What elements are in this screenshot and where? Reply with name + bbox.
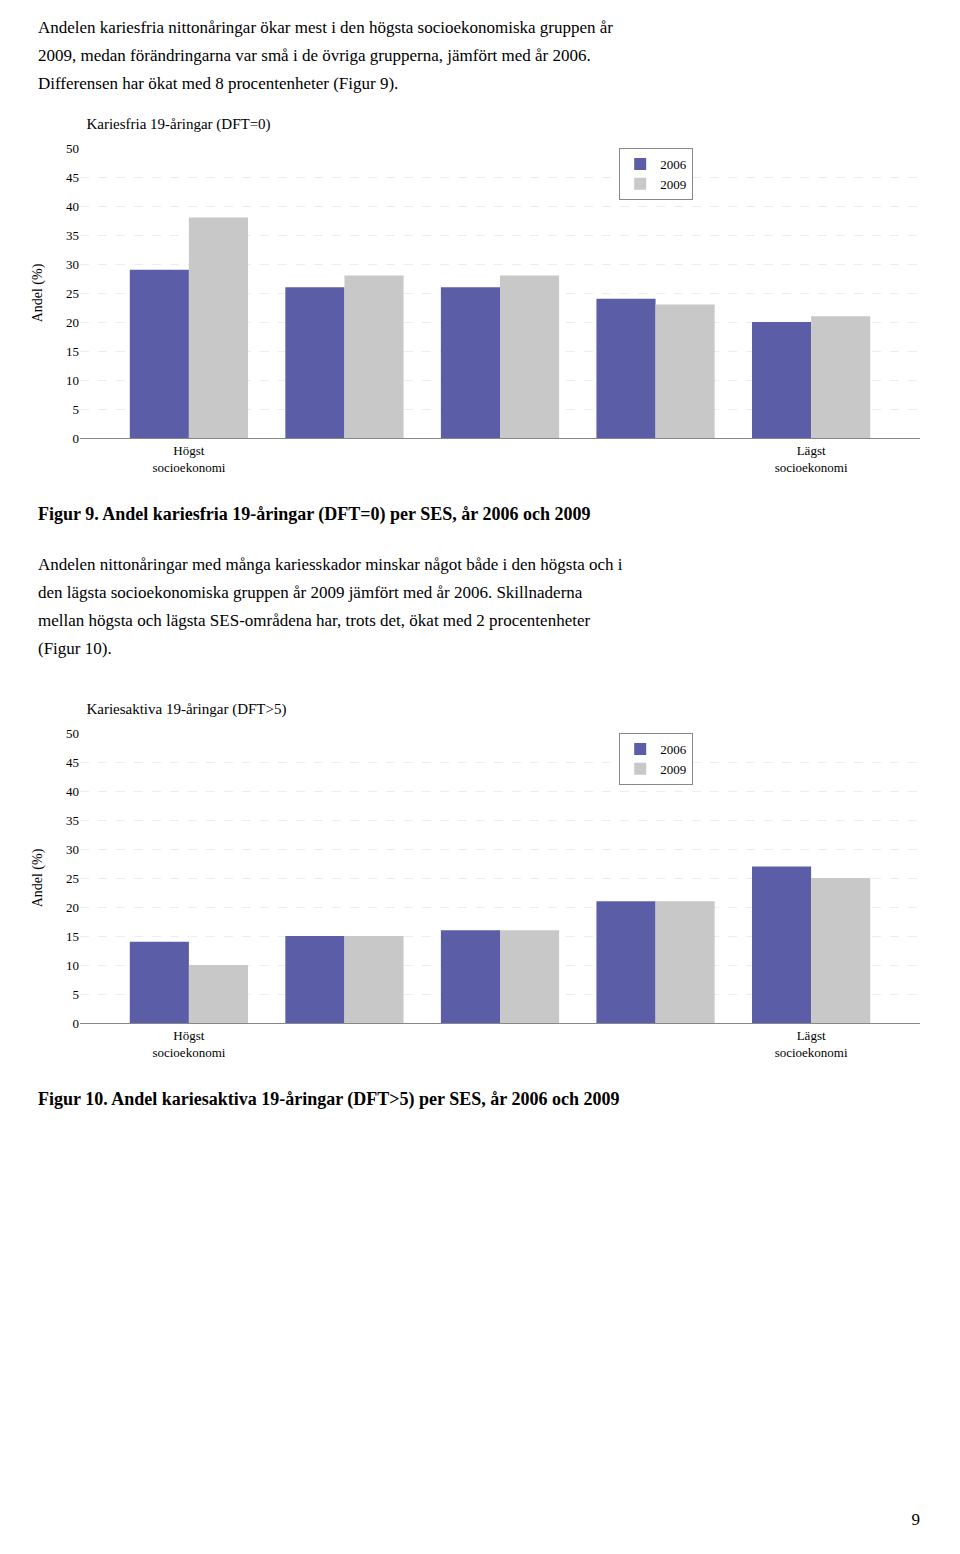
- svg-text:40: 40: [66, 784, 79, 799]
- html-text:den lägsta socioekonomiska gru: den lägsta socioekonomiska gruppen år 20…: [38, 583, 583, 602]
- html-text:Figur 9. Andel kariesfria 19-å: Figur 9. Andel kariesfria 19-åringar (DF…: [38, 504, 591, 524]
- svg-text:2006: 2006: [660, 742, 687, 757]
- svg-text:Lägstsocioekonomi: Lägstsocioekonomi: [775, 443, 848, 475]
- html-text:(Figur 10).: (Figur 10).: [38, 639, 112, 658]
- svg-text:Andel (%): Andel (%): [30, 263, 46, 322]
- svg-text:35: 35: [66, 228, 79, 243]
- svg-text:25: 25: [66, 286, 79, 301]
- svg-text:20: 20: [66, 315, 79, 330]
- svg-text:Högstsocioekonomi: Högstsocioekonomi: [152, 1028, 225, 1060]
- svg-text:30: 30: [66, 842, 79, 857]
- svg-text:50: 50: [66, 726, 79, 741]
- svg-text:Kariesfria 19-åringar (DFT=0): Kariesfria 19-åringar (DFT=0): [86, 116, 270, 133]
- svg-text:5: 5: [73, 987, 80, 1002]
- svg-text:5: 5: [73, 402, 80, 417]
- svg-text:35: 35: [66, 813, 79, 828]
- svg-text:0: 0: [73, 1016, 80, 1031]
- svg-text:45: 45: [66, 755, 79, 770]
- svg-text:30: 30: [66, 257, 79, 272]
- svg-text:Kariesaktiva 19-åringar (DFT>5: Kariesaktiva 19-åringar (DFT>5): [86, 701, 286, 718]
- svg-text:15: 15: [66, 344, 79, 359]
- svg-text:2009: 2009: [660, 177, 686, 192]
- svg-text:Högstsocioekonomi: Högstsocioekonomi: [152, 443, 225, 475]
- svg-text:25: 25: [66, 871, 79, 886]
- svg-text:Andel (%): Andel (%): [30, 848, 46, 907]
- html-text:9: 9: [911, 1510, 920, 1529]
- html-text:2009, medan förändringarna var: 2009, medan förändringarna var små i de …: [38, 46, 591, 65]
- html-text:Andelen kariesfria nittonåring: Andelen kariesfria nittonåringar ökar me…: [38, 18, 613, 37]
- svg-text:10: 10: [66, 373, 79, 388]
- html-text:Differensen har ökat med 8 pro: Differensen har ökat med 8 procentenhete…: [38, 74, 399, 93]
- html-text:mellan högsta och lägsta SES-o: mellan högsta och lägsta SES-områdena ha…: [38, 611, 591, 630]
- svg-text:10: 10: [66, 958, 79, 973]
- html-text:Andelen nittonåringar med mång: Andelen nittonåringar med många kariessk…: [38, 555, 623, 574]
- svg-text:40: 40: [66, 199, 79, 214]
- svg-text:15: 15: [66, 929, 79, 944]
- svg-text:2009: 2009: [660, 762, 686, 777]
- svg-text:Lägstsocioekonomi: Lägstsocioekonomi: [775, 1028, 848, 1060]
- svg-text:50: 50: [66, 141, 79, 156]
- svg-text:20: 20: [66, 900, 79, 915]
- svg-text:2006: 2006: [660, 157, 687, 172]
- svg-text:0: 0: [73, 431, 80, 446]
- html-text:Figur 10. Andel kariesaktiva 1: Figur 10. Andel kariesaktiva 19-åringar …: [38, 1089, 620, 1109]
- svg-text:45: 45: [66, 170, 79, 185]
